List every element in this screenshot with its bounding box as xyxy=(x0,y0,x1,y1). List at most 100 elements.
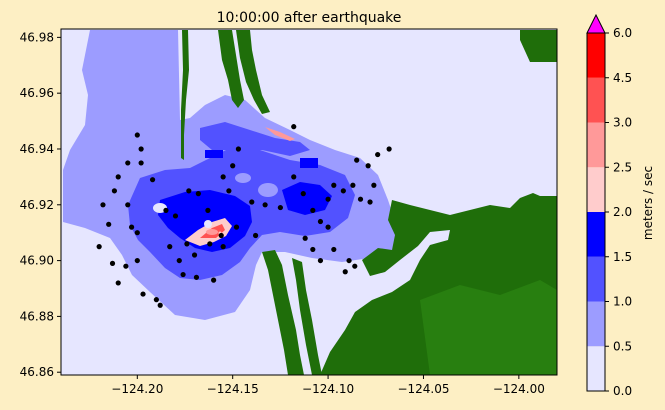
gauge-marker xyxy=(111,188,118,194)
gauge-marker xyxy=(233,224,240,230)
gauge-marker xyxy=(325,224,331,230)
gauge-marker xyxy=(153,297,159,303)
gauge-marker xyxy=(167,244,173,250)
gauge-marker xyxy=(371,182,377,188)
gauge-marker xyxy=(277,204,283,211)
colorbar-segment xyxy=(587,346,605,391)
colorbar-segment xyxy=(587,122,605,168)
y-tick-label: 46.86 xyxy=(20,365,54,379)
y-tick-label: 46.88 xyxy=(20,309,54,323)
colorbar-segment xyxy=(587,77,605,123)
x-tick-label: −124.15 xyxy=(207,382,259,396)
y-axis: 46.98 46.96 46.94 46.92 46.90 46.88 46.86 xyxy=(20,30,61,379)
colorbar-label: meters / sec xyxy=(641,166,655,240)
colorbar-tick-label: 3.0 xyxy=(613,116,632,130)
gauge-marker xyxy=(172,213,179,219)
gauge-marker xyxy=(125,202,131,208)
gauge-marker xyxy=(317,257,324,264)
gauge-marker xyxy=(195,191,201,197)
gauge-marker xyxy=(157,302,163,308)
gauge-marker xyxy=(249,199,255,205)
colorbar-tick-label: 4.5 xyxy=(613,71,632,85)
gauge-marker xyxy=(252,232,259,239)
gauge-marker xyxy=(342,269,348,275)
colorbar-tick-label: 1.5 xyxy=(613,250,632,264)
y-tick-label: 46.96 xyxy=(20,86,54,100)
map-axes[interactable] xyxy=(60,28,558,376)
gauge-marker xyxy=(310,246,316,253)
y-tick-label: 46.92 xyxy=(20,198,54,212)
gauge-marker xyxy=(96,244,102,250)
gauge-marker xyxy=(163,207,169,213)
x-tick-label: −124.20 xyxy=(111,382,163,396)
channel-north xyxy=(200,122,310,156)
gauge-marker xyxy=(375,151,381,158)
colorbar-tick-label: 0.0 xyxy=(613,384,632,398)
speed-region-1.5 xyxy=(158,190,252,252)
gauge-marker xyxy=(184,241,190,247)
gauge-marker xyxy=(123,263,129,269)
gauge-marker xyxy=(128,224,135,230)
y-tick-label: 46.94 xyxy=(20,142,54,156)
gauge-marker xyxy=(125,160,131,166)
colorbar-tick-label: 2.0 xyxy=(613,205,632,219)
speed-region-1.5-east xyxy=(282,182,332,215)
y-tick-label: 46.98 xyxy=(20,30,54,44)
gauge-marker xyxy=(140,291,146,297)
gauge-marker xyxy=(115,174,121,180)
gauge-marker xyxy=(365,163,371,169)
gauge-marker xyxy=(325,196,331,202)
gauge-marker xyxy=(300,191,306,197)
gauge-marker xyxy=(230,163,236,169)
gauge-marker xyxy=(134,257,140,264)
y-tick-label: 46.90 xyxy=(20,254,54,268)
gauge-marker xyxy=(386,146,392,152)
gauge-marker xyxy=(350,182,356,188)
map-title: 10:00:00 after earthquake xyxy=(217,10,402,26)
gauge-marker xyxy=(193,274,200,280)
gauge-marker xyxy=(109,260,116,266)
gauge-marker xyxy=(205,207,211,213)
gauge-marker xyxy=(291,124,297,130)
gauge-marker xyxy=(191,252,198,258)
gauge-marker xyxy=(331,182,337,188)
colorbar-tick-label: 6.0 xyxy=(613,26,632,40)
gauge-marker xyxy=(220,174,226,180)
gauge-marker xyxy=(235,146,242,152)
gauge-marker xyxy=(100,202,106,208)
gauge-marker xyxy=(134,230,140,236)
colorbar-segment xyxy=(587,33,605,78)
gauge-marker xyxy=(331,246,337,253)
colorbar-segment xyxy=(587,301,605,347)
gauge-marker xyxy=(138,160,144,166)
gauge-marker xyxy=(354,157,360,163)
colorbar: 0.0 0.5 1.0 1.5 2.0 2.5 3.0 4.5 6.0 xyxy=(586,13,632,398)
gauge-marker xyxy=(352,263,358,269)
gauge-marker xyxy=(211,277,217,283)
gauge-marker xyxy=(149,177,156,183)
x-tick-label: −124.00 xyxy=(493,382,545,396)
gauge-marker xyxy=(346,257,352,264)
gauge-marker xyxy=(138,146,144,152)
gauge-marker xyxy=(176,257,182,264)
colorbar-tick-label: 2.5 xyxy=(613,160,632,174)
gauge-marker xyxy=(302,235,308,241)
colorbar-segment xyxy=(587,256,605,302)
gauge-marker xyxy=(220,244,226,250)
gauge-layer xyxy=(96,124,392,308)
colorbar-tick-label: 0.5 xyxy=(613,339,632,353)
gauge-marker xyxy=(317,218,324,225)
gauge-marker xyxy=(115,280,121,286)
gauge-marker xyxy=(186,188,192,194)
gauge-marker xyxy=(262,202,268,208)
gauge-marker xyxy=(357,196,364,202)
gauge-marker xyxy=(226,188,232,194)
gauge-marker xyxy=(207,241,213,247)
gauge-marker xyxy=(291,174,297,180)
gauge-marker xyxy=(134,132,140,138)
gauge-marker xyxy=(106,221,112,227)
gauge-marker xyxy=(180,271,186,278)
colorbar-tick-label: 1.0 xyxy=(613,295,632,309)
x-axis: −124.20 −124.15 −124.10 −124.05 −124.00 xyxy=(111,375,545,396)
